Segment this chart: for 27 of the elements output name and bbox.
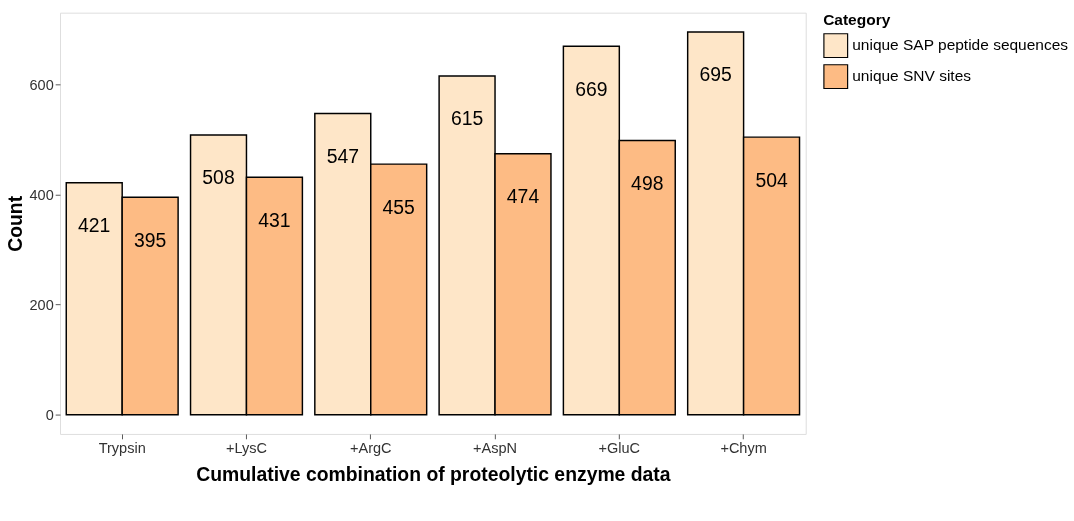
data-label: 669: [575, 77, 608, 100]
y-tick-label: 600: [29, 76, 54, 93]
legend-title: Category: [823, 11, 891, 29]
legend-label: unique SNV sites: [852, 67, 972, 85]
x-tick-label: Trypsin: [98, 439, 146, 456]
data-label: 508: [202, 166, 235, 189]
x-tick-label: +AspN: [473, 439, 518, 456]
x-tick-label: +ArgC: [349, 439, 392, 456]
y-tick-label: 400: [29, 186, 54, 203]
y-tick-label: 0: [45, 407, 54, 424]
data-label: 695: [699, 63, 732, 86]
data-label: 615: [450, 107, 484, 130]
legend-label: unique SAP peptide sequences: [852, 36, 1069, 54]
y-tick-label: 200: [29, 296, 54, 313]
y-axis-title: Count: [3, 195, 26, 252]
x-tick-label: +GluC: [598, 439, 641, 456]
data-label: 395: [133, 228, 167, 251]
x-axis-title: Cumulative combination of proteolytic enzyme data: [196, 462, 671, 485]
data-label: 547: [326, 144, 359, 167]
x-tick-label: +LysC: [225, 439, 267, 456]
data-label: 431: [258, 208, 291, 231]
data-label: 474: [506, 185, 540, 208]
data-label: 504: [755, 168, 788, 191]
data-label: 498: [631, 171, 664, 194]
data-label: 455: [382, 195, 415, 218]
x-tick-label: +Chym: [720, 439, 767, 456]
data-label: 421: [78, 214, 111, 237]
